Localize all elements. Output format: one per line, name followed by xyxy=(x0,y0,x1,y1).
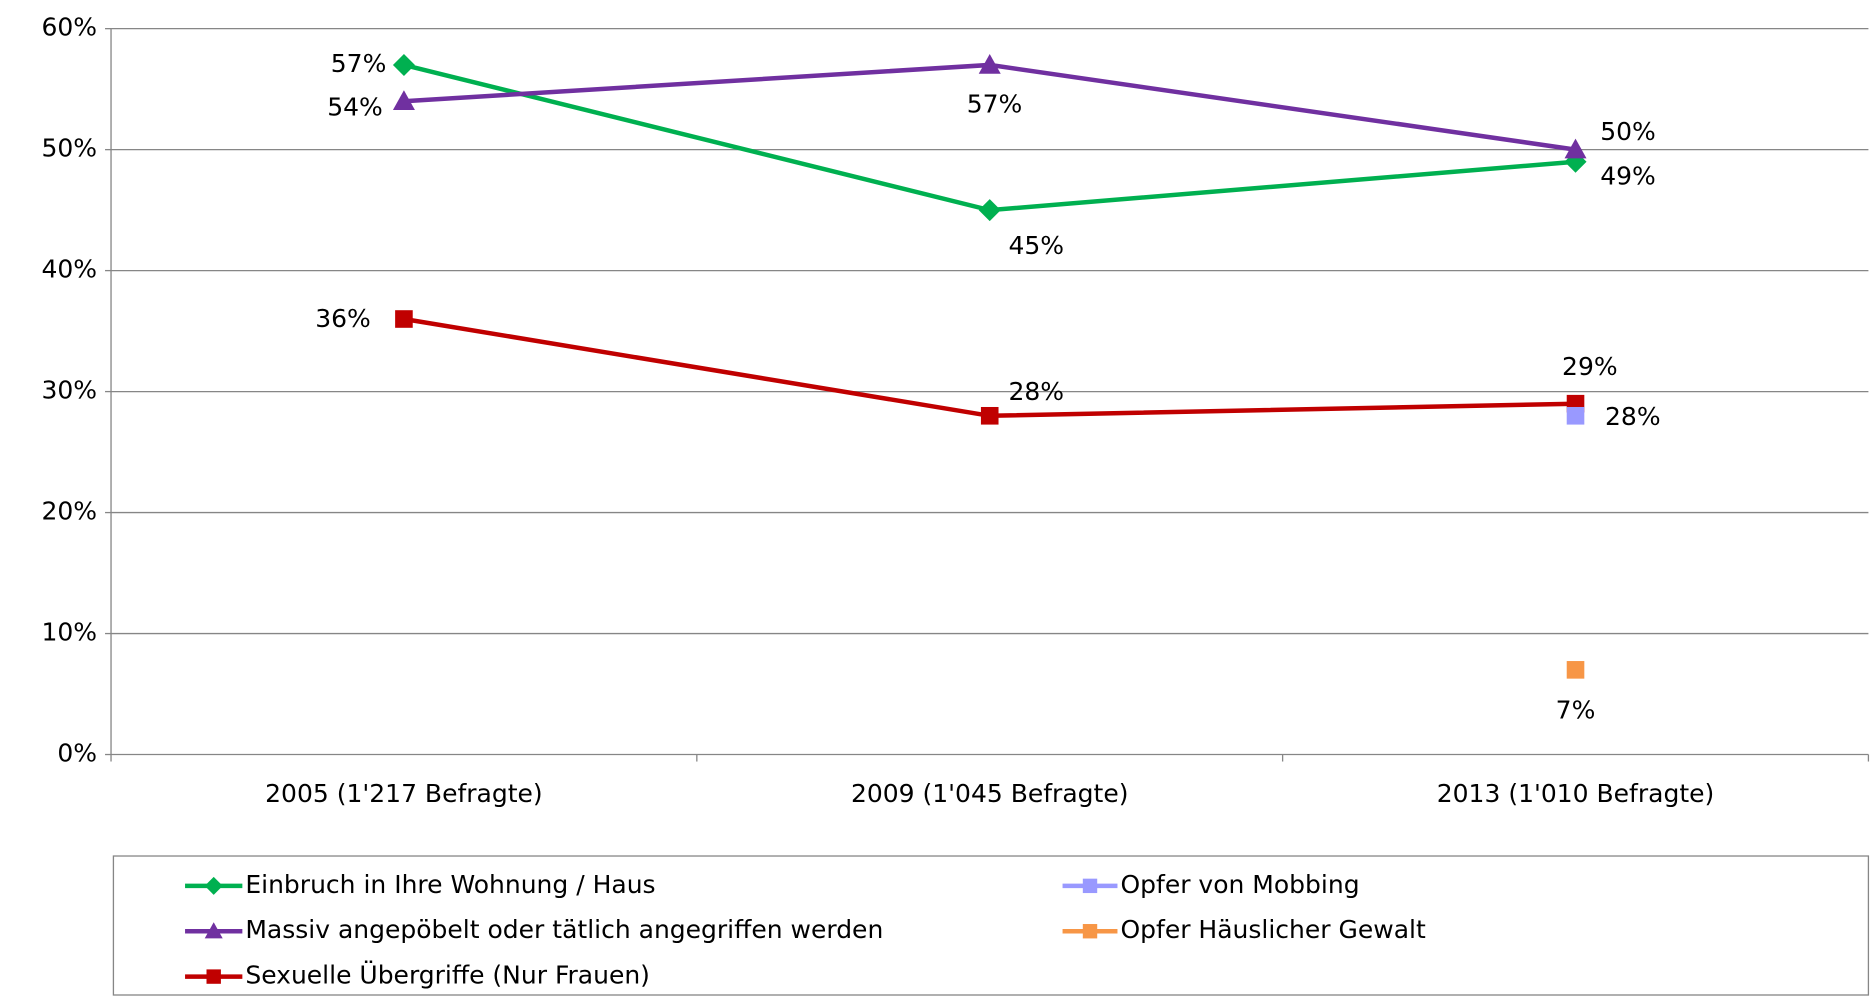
x-tick-label: 2009 (1'045 Befragte) xyxy=(851,779,1129,808)
data-label: 50% xyxy=(1600,117,1656,146)
y-tick-label: 50% xyxy=(41,134,97,163)
y-tick-label: 10% xyxy=(41,618,97,647)
x-tick-label: 2005 (1'217 Befragte) xyxy=(265,779,543,808)
data-label: 28% xyxy=(1605,402,1661,431)
y-tick-label: 40% xyxy=(41,255,97,284)
legend-label: Einbruch in Ihre Wohnung / Haus xyxy=(245,870,655,899)
legend-label: Massiv angepöbelt oder tätlich angegriff… xyxy=(245,915,883,944)
marker xyxy=(392,53,415,76)
data-label: 36% xyxy=(315,304,371,333)
data-label: 7% xyxy=(1556,696,1596,725)
y-tick-label: 30% xyxy=(41,376,97,405)
legend-label: Sexuelle Übergriffe (Nur Frauen) xyxy=(245,961,650,990)
data-label: 45% xyxy=(1008,231,1064,260)
legend-label: Opfer Häuslicher Gewalt xyxy=(1120,915,1425,944)
marker xyxy=(204,876,223,895)
marker xyxy=(1082,878,1098,894)
y-tick-label: 60% xyxy=(41,13,97,42)
marker xyxy=(1566,661,1585,679)
marker xyxy=(1082,924,1098,939)
data-label: 49% xyxy=(1600,161,1656,190)
legend-box xyxy=(112,855,1870,996)
y-tick-label: 20% xyxy=(41,497,97,526)
x-tick-label: 2013 (1'010 Befragte) xyxy=(1437,779,1715,808)
series-line xyxy=(403,62,1576,213)
legend-label: Opfer von Mobbing xyxy=(1120,870,1359,899)
marker xyxy=(206,969,221,984)
data-label: 28% xyxy=(1008,377,1064,406)
marker xyxy=(980,406,999,425)
marker xyxy=(978,199,1001,222)
marker xyxy=(1564,138,1587,159)
marker xyxy=(392,90,415,111)
data-label: 57% xyxy=(967,90,1023,119)
data-label: 57% xyxy=(331,49,387,78)
data-label: 54% xyxy=(327,92,383,121)
marker xyxy=(204,922,223,939)
series-line xyxy=(403,316,1576,419)
marker xyxy=(395,310,413,328)
y-tick-label: 0% xyxy=(57,739,97,768)
marker xyxy=(1566,406,1585,425)
marker xyxy=(978,53,1001,74)
data-label: 29% xyxy=(1562,352,1618,381)
